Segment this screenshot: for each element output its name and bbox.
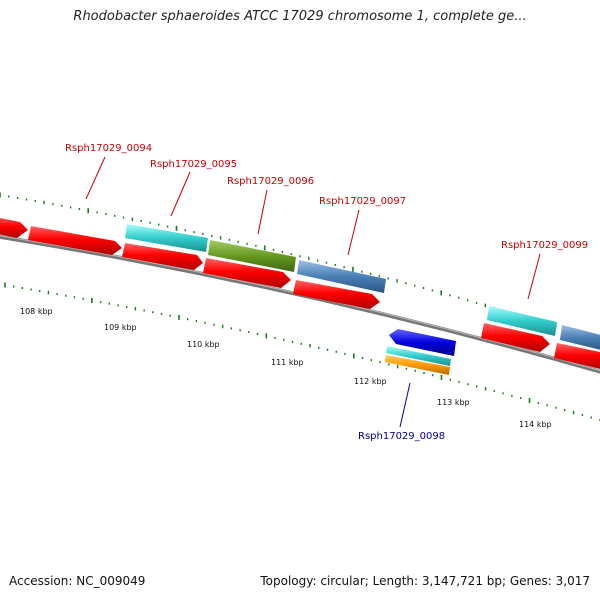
cds-track-plus [0,218,600,369]
genome-summary-text: Topology: circular; Length: 3,147,721 bp… [260,574,590,588]
cds-arrow [481,323,550,352]
label-leaders [85,156,541,428]
tick-label: 108 kbp [20,307,53,316]
gene-0094[interactable] [125,224,208,252]
tick-label: 109 kbp [104,323,137,332]
cds-arrow [293,280,380,309]
tick-marks [0,192,600,421]
cds-arrow [122,243,203,270]
gene-track-minus [385,329,456,375]
gene-label: Rsph17029_0096 [227,176,314,187]
tick-label: 111 kbp [271,358,304,367]
tick-label: 110 kbp [187,340,220,349]
gene-0098-blue[interactable] [389,329,456,356]
gene-0099[interactable] [487,306,557,336]
tick-label: 114 kbp [519,420,552,429]
map-title: Rhodobacter sphaeroides ATCC 17029 chrom… [73,9,527,24]
tick-labels: 108 kbp 109 kbp 110 kbp 111 kbp 112 kbp … [20,307,552,429]
cds-arrow [28,226,122,255]
gene-label: Rsph17029_0099 [501,240,588,251]
gene-label: Rsph17029_0098 [358,431,445,442]
cds-arrow [554,343,600,369]
tick-label: 113 kbp [437,398,470,407]
gene-0095[interactable] [208,240,296,272]
gene-label: Rsph17029_0094 [65,143,152,154]
gene-label: Rsph17029_0097 [319,196,406,207]
cds-arrow [203,258,291,288]
gene-0096[interactable] [297,260,386,293]
tick-label: 112 kbp [354,377,387,386]
gene-label: Rsph17029_0095 [150,159,237,170]
gene-labels: Rsph17029_0094 Rsph17029_0095 Rsph17029_… [65,143,588,442]
gene-track-plus [125,224,600,351]
gene-0100[interactable] [560,325,600,351]
gene-0098-orange[interactable] [385,355,450,375]
gene-0098-cyan[interactable] [386,346,451,366]
accession-text: Accession: NC_009049 [9,574,146,588]
cds-arrow [0,218,28,238]
